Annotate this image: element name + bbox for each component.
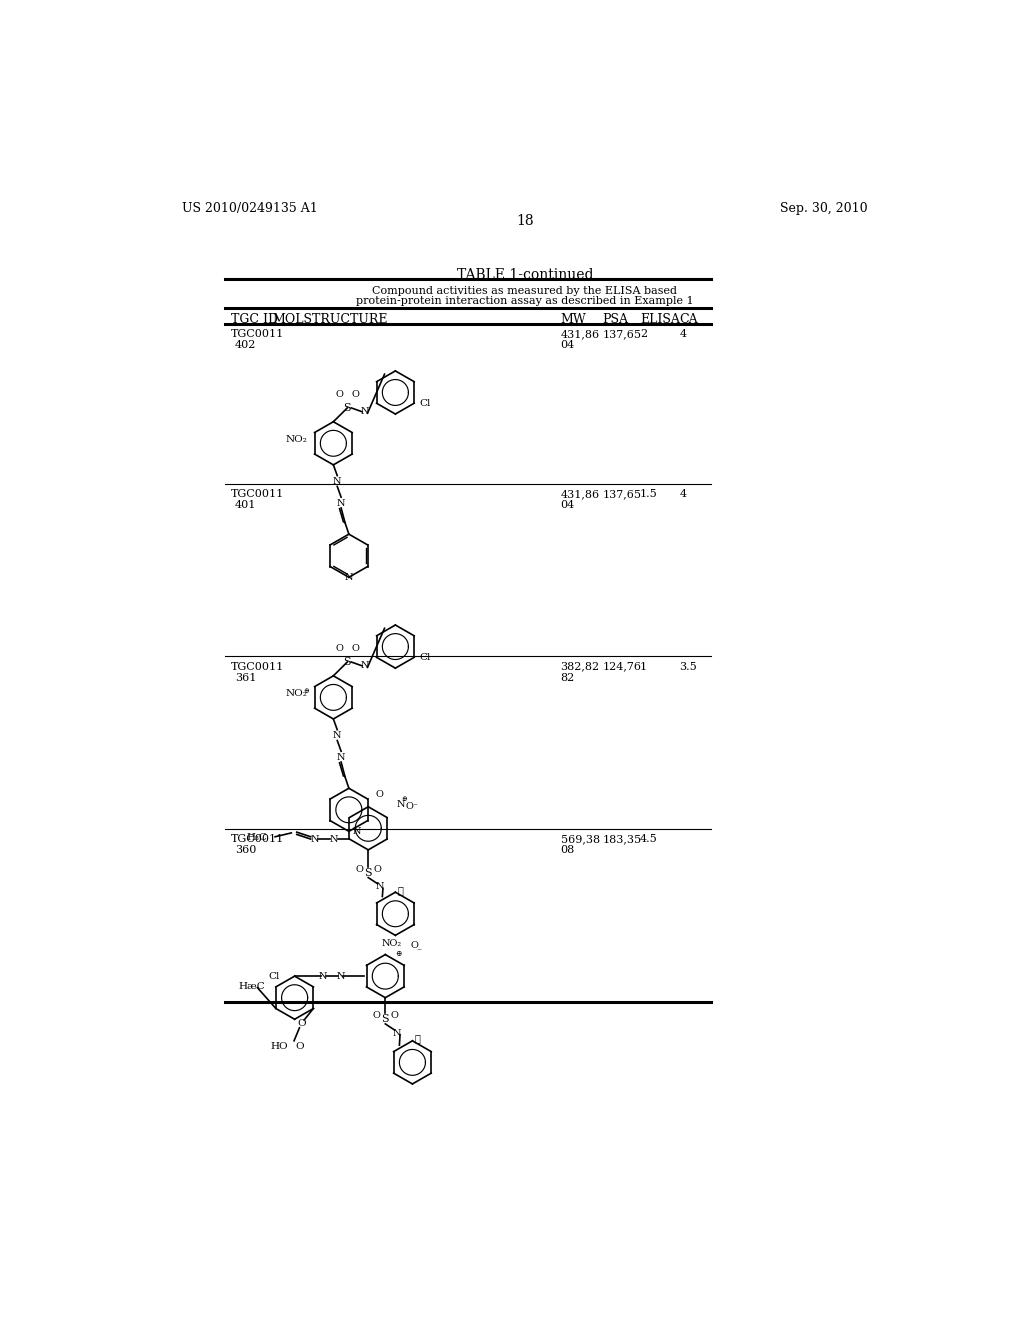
Text: 361: 361 xyxy=(236,673,256,682)
Text: 431,86: 431,86 xyxy=(560,329,600,339)
Text: S: S xyxy=(343,403,351,413)
Text: HO: HO xyxy=(270,1043,288,1052)
Text: 360: 360 xyxy=(236,846,256,855)
Text: TGC ID: TGC ID xyxy=(231,313,279,326)
Text: O: O xyxy=(374,865,382,874)
Text: O⁻: O⁻ xyxy=(406,803,419,812)
Text: 382,82: 382,82 xyxy=(560,661,600,672)
Text: N: N xyxy=(376,882,384,891)
Text: Compound activities as measured by the ELISA based: Compound activities as measured by the E… xyxy=(373,286,677,297)
Text: 82: 82 xyxy=(560,673,574,682)
Text: N: N xyxy=(392,1028,401,1038)
Text: Cl: Cl xyxy=(420,399,431,408)
Text: H₃C: H₃C xyxy=(247,833,267,842)
Text: N: N xyxy=(333,478,341,486)
Text: O: O xyxy=(298,1019,306,1028)
Text: 137,65: 137,65 xyxy=(602,488,642,499)
Text: NO₂: NO₂ xyxy=(382,940,401,949)
Text: N: N xyxy=(352,826,361,836)
Text: ⊕: ⊕ xyxy=(395,950,401,958)
Text: 08: 08 xyxy=(560,846,574,855)
Text: 401: 401 xyxy=(236,500,256,510)
Text: N: N xyxy=(333,731,341,741)
Text: O: O xyxy=(372,1011,380,1020)
Text: 4.5: 4.5 xyxy=(640,834,657,845)
Text: 1.5: 1.5 xyxy=(640,488,657,499)
Text: Sep. 30, 2010: Sep. 30, 2010 xyxy=(780,202,867,215)
Text: N: N xyxy=(336,972,345,981)
Text: 18: 18 xyxy=(516,214,534,228)
Text: TGC0011: TGC0011 xyxy=(231,661,285,672)
Text: NO₂: NO₂ xyxy=(286,436,308,444)
Text: S: S xyxy=(343,657,351,667)
Text: N: N xyxy=(337,499,345,508)
Text: ⁻: ⁻ xyxy=(417,948,422,957)
Text: N: N xyxy=(330,834,338,843)
Text: ⊕: ⊕ xyxy=(303,688,309,696)
Text: S: S xyxy=(382,1014,389,1024)
Text: TGC0011: TGC0011 xyxy=(231,488,285,499)
Text: TGC0011: TGC0011 xyxy=(231,329,285,339)
Text: O: O xyxy=(375,791,383,799)
Text: N: N xyxy=(310,834,318,843)
Text: ⊕: ⊕ xyxy=(401,795,407,803)
Text: O: O xyxy=(411,941,419,950)
Text: US 2010/0249135 A1: US 2010/0249135 A1 xyxy=(182,202,317,215)
Text: 2: 2 xyxy=(640,329,647,339)
Text: 124,76: 124,76 xyxy=(602,661,642,672)
Text: O: O xyxy=(336,644,343,653)
Text: N: N xyxy=(345,573,353,582)
Text: N: N xyxy=(360,661,369,671)
Text: O: O xyxy=(391,1011,398,1020)
Text: Ⓜ: Ⓜ xyxy=(397,884,403,895)
Text: 183,35: 183,35 xyxy=(602,834,642,845)
Text: O: O xyxy=(336,389,343,399)
Text: TABLE 1-continued: TABLE 1-continued xyxy=(457,268,593,282)
Text: 4: 4 xyxy=(680,329,687,339)
Text: MW: MW xyxy=(560,313,587,326)
Text: 04: 04 xyxy=(560,500,574,510)
Text: TGC0011: TGC0011 xyxy=(231,834,285,845)
Text: Cl: Cl xyxy=(268,972,280,981)
Text: N: N xyxy=(337,752,345,762)
Text: 4: 4 xyxy=(680,488,687,499)
Text: 569,38: 569,38 xyxy=(560,834,600,845)
Text: HæC: HæC xyxy=(238,982,265,990)
Text: 04: 04 xyxy=(560,341,574,350)
Text: N: N xyxy=(360,408,369,416)
Text: 431,86: 431,86 xyxy=(560,488,600,499)
Text: O: O xyxy=(351,389,359,399)
Text: O: O xyxy=(296,1043,304,1052)
Text: O: O xyxy=(351,644,359,653)
Text: Ⓜ: Ⓜ xyxy=(415,1034,421,1044)
Text: 137,65: 137,65 xyxy=(602,329,642,339)
Text: MOLSTRUCTURE: MOLSTRUCTURE xyxy=(272,313,388,326)
Text: O: O xyxy=(355,865,362,874)
Text: N: N xyxy=(396,800,404,809)
Text: PSA: PSA xyxy=(602,313,629,326)
Text: CA: CA xyxy=(680,313,698,326)
Text: S: S xyxy=(365,869,372,878)
Text: NO₂: NO₂ xyxy=(286,689,308,698)
Text: Cl: Cl xyxy=(420,653,431,661)
Text: protein-protein interaction assay as described in Example 1: protein-protein interaction assay as des… xyxy=(356,296,693,306)
Text: N: N xyxy=(319,972,328,981)
Text: 3.5: 3.5 xyxy=(680,661,697,672)
Text: 1: 1 xyxy=(640,661,647,672)
Text: 402: 402 xyxy=(236,341,256,350)
Text: ELISA: ELISA xyxy=(640,313,680,326)
